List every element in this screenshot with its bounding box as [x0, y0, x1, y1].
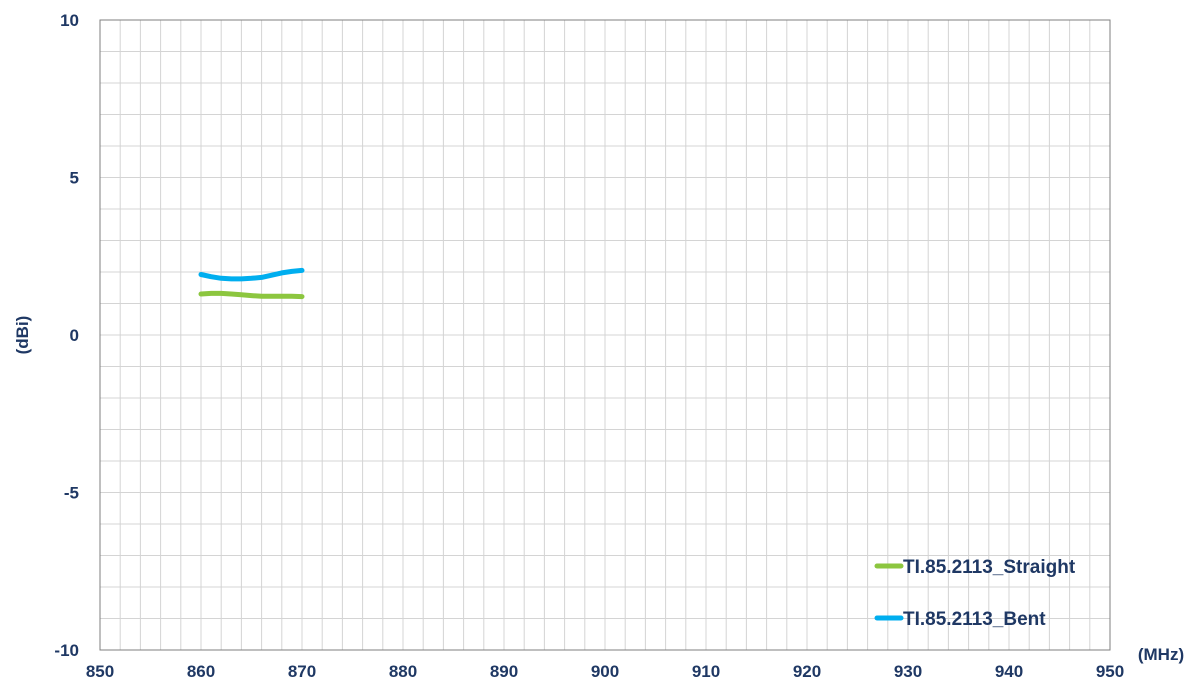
x-tick-label: 890	[490, 662, 518, 681]
x-tick-label: 940	[995, 662, 1023, 681]
y-tick-label: 5	[70, 169, 79, 188]
grid	[99, 19, 1111, 651]
x-tick-label: 920	[793, 662, 821, 681]
series-line	[198, 267, 305, 282]
tick-labels: 850 860 870 880 890 900 910 920 930 940 950 10 5 0 -5 -…	[54, 11, 1124, 681]
series-group	[198, 267, 305, 300]
legend-label: TI.85.2113_Bent	[903, 609, 1046, 630]
y-tick-label: 0	[70, 326, 79, 345]
x-tick-label: 900	[591, 662, 619, 681]
x-tick-label: 870	[288, 662, 316, 681]
legend: TI.85.2113_Straight TI.85.2113_Bent	[874, 557, 1076, 630]
y-tick-label: 10	[60, 11, 79, 30]
y-tick-label: -5	[64, 484, 79, 503]
legend-label: TI.85.2113_Straight	[903, 557, 1076, 578]
x-tick-label: 880	[389, 662, 417, 681]
x-tick-label: 860	[187, 662, 215, 681]
x-tick-label: 850	[86, 662, 114, 681]
x-tick-label: 950	[1096, 662, 1124, 681]
plot-area	[99, 19, 1111, 651]
y-axis-label: (dBi)	[13, 316, 32, 355]
x-tick-label: 930	[894, 662, 922, 681]
series-line	[198, 290, 305, 300]
y-tick-label: -10	[54, 641, 79, 660]
x-tick-label: 910	[692, 662, 720, 681]
x-axis-label: (MHz)	[1138, 645, 1184, 664]
